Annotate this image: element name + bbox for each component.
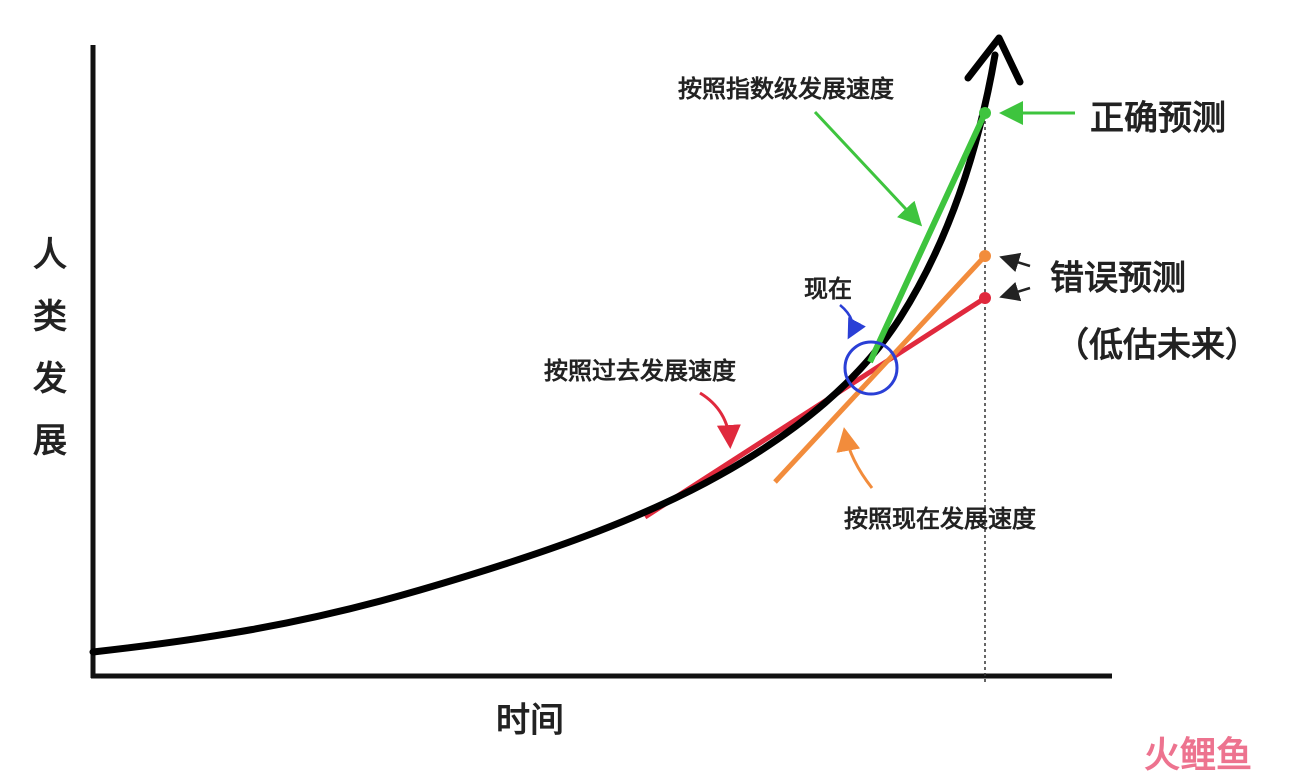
arrow: [699, 391, 741, 449]
annotation: 按照过去发展速度: [544, 357, 737, 385]
now-circle: [843, 340, 899, 396]
annotation: 现在: [804, 275, 852, 303]
curve-arrowhead: [964, 34, 1024, 86]
annotation: 错误预测: [1050, 259, 1186, 299]
red-point: [979, 292, 991, 304]
y-axis-label: 人类发展: [27, 236, 67, 484]
watermark: 火鲤鱼: [1144, 735, 1252, 776]
orange-point: [979, 250, 991, 262]
arrow: [836, 427, 874, 489]
growth-curve: [89, 51, 999, 656]
arrow: [839, 304, 866, 340]
current-rate-line: [773, 254, 987, 484]
arrow: [999, 282, 1031, 302]
annotation: 按照现在发展速度: [844, 505, 1037, 533]
arrow: [813, 110, 923, 227]
correct-point: [979, 107, 991, 119]
annotation: 正确预测: [1090, 99, 1226, 139]
annotation: 按照指数级发展速度: [678, 75, 895, 103]
x-axis-label: 时间: [496, 701, 564, 741]
annotation: （低估未来）: [1055, 326, 1259, 366]
exponential-line: [867, 111, 988, 364]
arrow: [999, 252, 1031, 272]
